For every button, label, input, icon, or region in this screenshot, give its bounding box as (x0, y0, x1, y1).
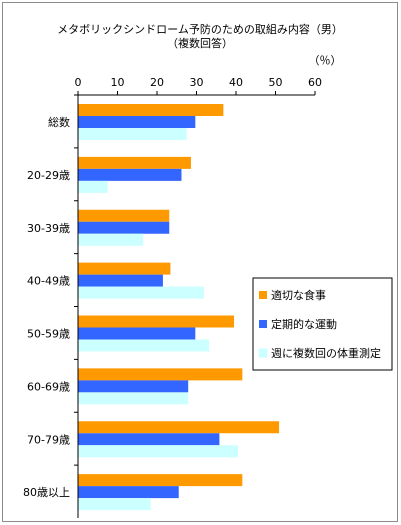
bar-meal (78, 421, 280, 434)
bar-meal (78, 368, 243, 381)
x-tick-label: 50 (269, 76, 283, 89)
chart-frame (2, 2, 398, 522)
x-tick-label: 10 (111, 76, 125, 89)
bar-meal (78, 104, 224, 116)
category-label: 30-39歳 (27, 222, 70, 235)
bar-exercise (78, 116, 196, 128)
legend-box (252, 277, 393, 371)
bar-meal (78, 209, 170, 222)
legend-label: 週に複数回の体重測定 (271, 346, 381, 360)
legend-swatch (258, 348, 268, 358)
category-label: 80歳以上 (23, 486, 70, 499)
bar-exercise (78, 274, 163, 287)
x-tick-label: 0 (75, 76, 82, 89)
chart-title: メタボリックシンドローム予防のための取組み内容（男） (57, 22, 343, 36)
legend-swatch (259, 291, 267, 299)
bar-exercise (78, 486, 179, 499)
bar-weighing (78, 392, 189, 405)
x-tick-label: 40 (229, 76, 243, 89)
unit-label: （％） (309, 54, 342, 67)
bar-weighing (78, 286, 205, 299)
bar-exercise (78, 380, 189, 393)
category-label: 20-29歳 (27, 169, 70, 182)
bar-weighing (78, 339, 210, 352)
bar-meal (78, 156, 191, 169)
category-label: 60-69歳 (27, 380, 70, 393)
x-tick-label: 60 (308, 76, 322, 89)
category-label: 50-59歳 (27, 328, 70, 341)
bar-meal (78, 315, 235, 328)
bar-exercise (78, 433, 220, 446)
category-label: 総数 (48, 115, 70, 129)
legend-label: 適切な食事 (271, 288, 326, 302)
bar-weighing (78, 180, 108, 193)
category-label: 40-49歳 (27, 275, 70, 288)
bar-exercise (78, 168, 182, 181)
legend-swatch (259, 320, 267, 328)
legend-label: 定期的な運動 (271, 317, 337, 331)
bar-weighing (78, 128, 187, 140)
bar-weighing (78, 498, 151, 511)
bar-weighing (78, 233, 144, 246)
bar-meal (78, 262, 171, 275)
category-label: 70-79歳 (27, 433, 70, 446)
chart-subtitle: （複数回答） (167, 36, 233, 50)
bar-exercise (78, 221, 170, 234)
x-tick-label: 30 (190, 76, 204, 89)
bar-meal (78, 474, 243, 487)
bar-exercise (78, 327, 196, 340)
bar-weighing (78, 445, 238, 458)
x-tick-label: 20 (150, 76, 164, 89)
